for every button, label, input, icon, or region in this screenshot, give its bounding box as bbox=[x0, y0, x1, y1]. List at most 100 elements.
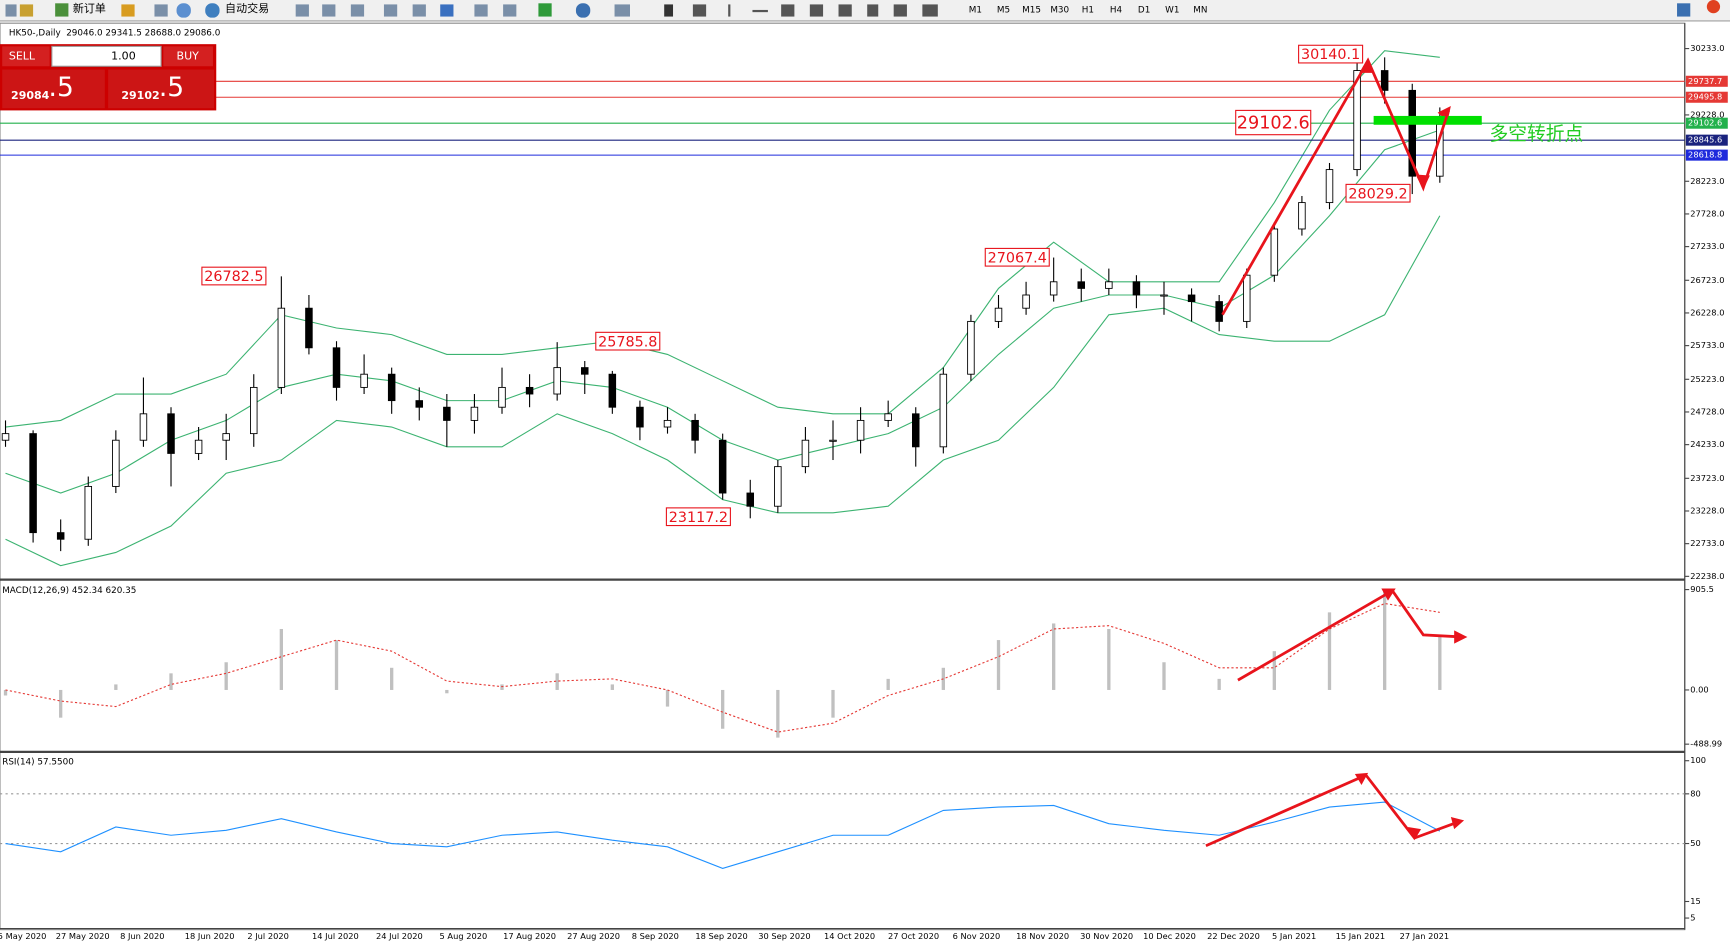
candle-body bbox=[387, 373, 396, 402]
macd-bar bbox=[59, 689, 63, 718]
x-tick-label: 30 Sep 2020 bbox=[758, 931, 810, 941]
x-tick-label: 30 Nov 2020 bbox=[1080, 931, 1133, 941]
candle-body bbox=[1325, 169, 1334, 204]
rsi-line bbox=[5, 801, 1441, 869]
price-tag bbox=[1685, 117, 1728, 129]
x-tick-label: 10 Dec 2020 bbox=[1143, 931, 1196, 941]
candle-body bbox=[250, 386, 258, 435]
timeframe-button[interactable]: M1 bbox=[969, 5, 982, 15]
macd-bar bbox=[114, 684, 118, 690]
candle-body bbox=[1408, 89, 1416, 177]
macd-bar bbox=[1272, 651, 1276, 690]
candle-body bbox=[663, 419, 672, 428]
toolbar-button[interactable]: 新订单 bbox=[73, 1, 106, 15]
annotation-box bbox=[665, 507, 731, 527]
buy-button[interactable] bbox=[163, 46, 213, 67]
y-tick-label: 25733.0 bbox=[1690, 340, 1724, 350]
x-tick-label: 5 Aug 2020 bbox=[440, 931, 488, 941]
buy-label[interactable]: BUY bbox=[177, 49, 200, 62]
candle-body bbox=[305, 307, 313, 349]
candle-body bbox=[1077, 281, 1086, 289]
annotation-label: 23117.2 bbox=[669, 510, 728, 526]
candle-body bbox=[498, 386, 506, 408]
x-tick-label: 17 Aug 2020 bbox=[503, 931, 556, 941]
candle-body bbox=[222, 433, 230, 441]
candle-body bbox=[1353, 70, 1361, 171]
y-tick-label: 26723.0 bbox=[1690, 275, 1724, 285]
macd-bar bbox=[1217, 678, 1221, 690]
candle-body bbox=[746, 492, 755, 507]
candle-body bbox=[581, 367, 589, 375]
y-tick-label: 23228.0 bbox=[1690, 505, 1724, 515]
price-tag bbox=[1685, 91, 1728, 103]
annotation-box bbox=[984, 247, 1050, 267]
candle-body bbox=[1298, 202, 1306, 230]
y-tick-label: 23723.0 bbox=[1690, 473, 1724, 483]
price-tag-label: 29737.7 bbox=[1688, 76, 1722, 86]
macd-bar bbox=[1383, 590, 1387, 690]
macd-signal bbox=[5, 602, 1440, 733]
sell-label[interactable]: SELL bbox=[9, 49, 36, 62]
timeframe-button[interactable]: MN bbox=[1193, 5, 1207, 15]
x-tick-label: 27 May 2020 bbox=[56, 931, 110, 941]
lot-value[interactable]: 1.00 bbox=[111, 49, 136, 62]
macd-bar bbox=[555, 673, 559, 690]
chart-title: HK50-,Daily bbox=[9, 29, 61, 39]
macd-bar bbox=[1162, 662, 1166, 690]
bollinger-upper bbox=[5, 50, 1440, 428]
annotation-label: 30140.1 bbox=[1301, 47, 1360, 63]
toolbar-button[interactable]: 自动交易 bbox=[225, 1, 269, 15]
sell-price: 29084 bbox=[11, 89, 50, 102]
y-tick-label: 27233.0 bbox=[1690, 241, 1724, 251]
macd-bar bbox=[721, 689, 725, 729]
y-tick-label: 24233.0 bbox=[1690, 439, 1724, 449]
macd-bar bbox=[3, 689, 8, 696]
candle-body bbox=[884, 413, 892, 421]
annotation-label: 26782.5 bbox=[204, 269, 263, 285]
macd-bar bbox=[665, 689, 670, 707]
x-tick-label: 15 Jan 2021 bbox=[1336, 931, 1386, 941]
rsi-tick-label: 80 bbox=[1690, 788, 1701, 798]
x-tick-label: 22 Dec 2020 bbox=[1207, 931, 1260, 941]
timeframe-button[interactable]: M15 bbox=[1022, 5, 1041, 15]
candle-body bbox=[1132, 281, 1141, 296]
plot: 30233.0 29228.0 28223.0 27728.0 27233.0 26723… bbox=[0, 43, 1728, 941]
x-tick-label: 6 Nov 2020 bbox=[953, 931, 1001, 941]
candle-body bbox=[856, 419, 865, 441]
timeframe-button[interactable]: M5 bbox=[997, 5, 1010, 15]
x-tick-label: 18 Jun 2020 bbox=[185, 931, 235, 941]
y-tick-label: 24728.0 bbox=[1690, 406, 1724, 416]
candle-body bbox=[636, 406, 644, 428]
timeframe-button[interactable]: H4 bbox=[1110, 5, 1123, 15]
candle-body bbox=[1215, 301, 1223, 322]
x-tick-label: 5 May 2020 bbox=[0, 931, 46, 941]
chart-area bbox=[0, 22, 1686, 931]
annotation-label: 29102.6 bbox=[1237, 114, 1310, 134]
timeframe-button[interactable]: D1 bbox=[1138, 5, 1150, 15]
sell-price-box[interactable] bbox=[2, 69, 105, 109]
annotation-box bbox=[201, 266, 267, 286]
timeframe-button[interactable]: M30 bbox=[1050, 5, 1069, 15]
x-tick-label: 27 Jan 2021 bbox=[1400, 931, 1450, 941]
buy-price-box[interactable] bbox=[108, 69, 215, 109]
chart-ohlc: 29046.0 29341.5 28688.0 29086.0 bbox=[66, 29, 221, 39]
candle-body bbox=[994, 307, 1003, 322]
lot-input[interactable] bbox=[51, 45, 162, 67]
macd-bar bbox=[169, 673, 173, 690]
x-tick-label: 24 Jul 2020 bbox=[376, 931, 423, 941]
macd-bar bbox=[996, 640, 1001, 690]
drawn-arrows bbox=[1205, 57, 1465, 847]
macd-bar bbox=[445, 689, 449, 694]
macd-bar bbox=[886, 678, 890, 690]
buy-price-fraction: .5 bbox=[159, 72, 184, 103]
sell-price-fraction: .5 bbox=[49, 72, 74, 103]
price-tag bbox=[1685, 149, 1728, 161]
candle-body bbox=[332, 347, 341, 388]
timeframe-button[interactable]: W1 bbox=[1165, 5, 1179, 15]
macd-bar bbox=[334, 640, 339, 690]
macd-bar bbox=[279, 628, 284, 690]
timeframe-button[interactable]: H1 bbox=[1082, 5, 1094, 15]
sell-button[interactable] bbox=[2, 46, 50, 67]
candle-body bbox=[691, 419, 699, 441]
